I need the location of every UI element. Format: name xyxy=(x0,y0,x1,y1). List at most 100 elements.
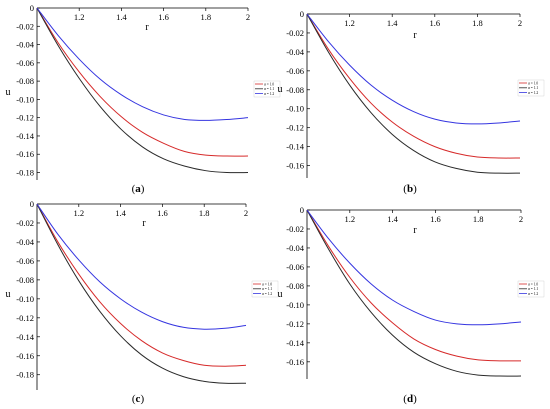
x-tick-label: 2 xyxy=(246,12,250,22)
y-tick-label: -0.14 xyxy=(286,338,304,348)
chart-panel-a: 1.2 1.4 1.6 1.8 2 0 -0.02 -0.04 -0.06 -0.08 -0.10 -… xyxy=(6,3,281,195)
y-tick-label: -0.06 xyxy=(16,256,34,266)
legend-entry: α = 1.2 xyxy=(528,91,538,95)
x-tick-label: 1.6 xyxy=(430,214,441,224)
y-axis-title: u xyxy=(278,289,283,300)
x-tick-label: 1.2 xyxy=(73,208,84,218)
legend: α = 1.0α = 1.1α = 1.2 xyxy=(517,79,545,97)
y-tick-label: -0.02 xyxy=(16,21,34,31)
series-line-3 xyxy=(36,7,249,121)
series-line-2 xyxy=(36,7,249,174)
y-tick-label: -0.10 xyxy=(286,104,304,114)
legend-entry: α = 1.0 xyxy=(262,282,272,286)
y-tick-label: -0.12 xyxy=(16,313,34,323)
x-tick-label: 1.2 xyxy=(344,18,355,28)
y-tick-label: -0.12 xyxy=(286,319,304,329)
x-tick-label: 1.4 xyxy=(115,208,126,218)
series-line-1 xyxy=(36,203,247,367)
series-line-2 xyxy=(36,203,247,384)
y-tick-label: -0.18 xyxy=(16,370,34,380)
x-tick-label: 1.8 xyxy=(199,208,210,218)
series-line-1 xyxy=(306,13,521,159)
y-tick-label: -0.06 xyxy=(286,262,304,272)
y-tick-label: -0.08 xyxy=(286,85,304,95)
y-tick-label: 0 xyxy=(300,9,304,19)
y-tick-label: -0.06 xyxy=(16,58,34,68)
chart-panel-c: 1.2 1.4 1.6 1.8 2 0 -0.02 -0.04 -0.06 -0.08 -0.10 -… xyxy=(6,199,279,405)
x-tick-label: 1.6 xyxy=(157,208,168,218)
y-tick-label: -0.16 xyxy=(16,149,34,159)
y-tick-label: -0.08 xyxy=(16,76,34,86)
y-tick-label: -0.14 xyxy=(16,131,34,141)
legend-entry: α = 1.0 xyxy=(528,282,538,286)
x-axis-title: r xyxy=(413,225,417,236)
legend-box xyxy=(251,280,279,298)
y-axis-title: u xyxy=(6,289,11,300)
x-tick-label: 1.4 xyxy=(116,12,127,22)
legend-entry: α = 1.2 xyxy=(262,292,272,296)
legend: α = 1.0α = 1.1α = 1.2 xyxy=(517,280,545,298)
panel-caption-a: (a) xyxy=(132,183,145,195)
y-tick-label: -0.04 xyxy=(16,40,34,50)
series-line-3 xyxy=(36,203,247,330)
x-tick-label: 1.6 xyxy=(158,12,169,22)
x-tick-label: 2 xyxy=(244,208,248,218)
legend-entry: α = 1.0 xyxy=(264,82,274,86)
y-tick-label: 0 xyxy=(300,205,304,215)
legend-box xyxy=(253,80,281,98)
x-axis-title: r xyxy=(142,218,146,229)
y-tick-label: -0.08 xyxy=(16,275,34,285)
y-tick-label: -0.08 xyxy=(286,281,304,291)
legend-entry: α = 1.1 xyxy=(262,287,272,291)
chart-panel-b: 1.2 1.4 1.6 1.8 2 0 -0.02 -0.04 -0.06 -0.08 -0.10 -… xyxy=(278,9,545,195)
legend-entry: α = 1.2 xyxy=(264,92,274,96)
y-tick-label: -0.14 xyxy=(16,332,34,342)
y-tick-label: -0.06 xyxy=(286,66,304,76)
y-axis-title: u xyxy=(6,87,11,98)
panel-caption-b: (b) xyxy=(403,183,417,195)
y-tick-label: 0 xyxy=(30,199,34,209)
y-tick-label: -0.16 xyxy=(286,161,304,171)
series-line-2 xyxy=(306,209,522,377)
legend: α = 1.0α = 1.1α = 1.2 xyxy=(251,280,279,298)
legend-box xyxy=(517,280,545,298)
y-tick-label: -0.04 xyxy=(16,237,34,247)
legend: α = 1.0α = 1.1α = 1.2 xyxy=(253,80,281,98)
y-tick-label: -0.16 xyxy=(286,357,304,367)
series-line-3 xyxy=(306,13,521,125)
y-tick-label: -0.14 xyxy=(286,142,304,152)
legend-entry: α = 1.1 xyxy=(528,86,538,90)
y-tick-label: -0.02 xyxy=(286,224,304,234)
y-tick-label: -0.12 xyxy=(286,123,304,133)
y-tick-label: -0.02 xyxy=(286,28,304,38)
x-tick-label: 1.6 xyxy=(429,18,440,28)
panel-caption-c: (c) xyxy=(132,393,145,405)
y-axis-title: u xyxy=(278,84,283,95)
x-tick-label: 1.2 xyxy=(74,12,85,22)
y-tick-label: -0.04 xyxy=(286,47,304,57)
y-tick-label: -0.18 xyxy=(16,168,34,178)
legend-entry: α = 1.2 xyxy=(528,292,538,296)
y-tick-label: -0.12 xyxy=(16,113,34,123)
series-line-2 xyxy=(306,13,521,174)
x-tick-label: 1.8 xyxy=(472,18,483,28)
x-axis-title: r xyxy=(413,30,417,41)
legend-entry: α = 1.1 xyxy=(528,287,538,291)
y-tick-label: 0 xyxy=(30,3,34,13)
y-tick-label: -0.02 xyxy=(16,218,34,228)
legend-entry: α = 1.1 xyxy=(264,87,274,91)
x-tick-label: 1.4 xyxy=(387,18,398,28)
x-tick-label: 1.8 xyxy=(473,214,484,224)
x-tick-label: 1.4 xyxy=(387,214,398,224)
series-line-3 xyxy=(306,209,522,326)
legend-box xyxy=(517,79,545,97)
y-tick-label: -0.04 xyxy=(286,243,304,253)
y-tick-label: -0.10 xyxy=(16,294,34,304)
legend-entry: α = 1.0 xyxy=(528,81,538,85)
x-tick-label: 2 xyxy=(519,214,523,224)
x-tick-label: 1.2 xyxy=(344,214,355,224)
y-tick-label: -0.10 xyxy=(286,300,304,310)
y-tick-label: -0.10 xyxy=(16,94,34,104)
x-tick-label: 2 xyxy=(518,18,522,28)
